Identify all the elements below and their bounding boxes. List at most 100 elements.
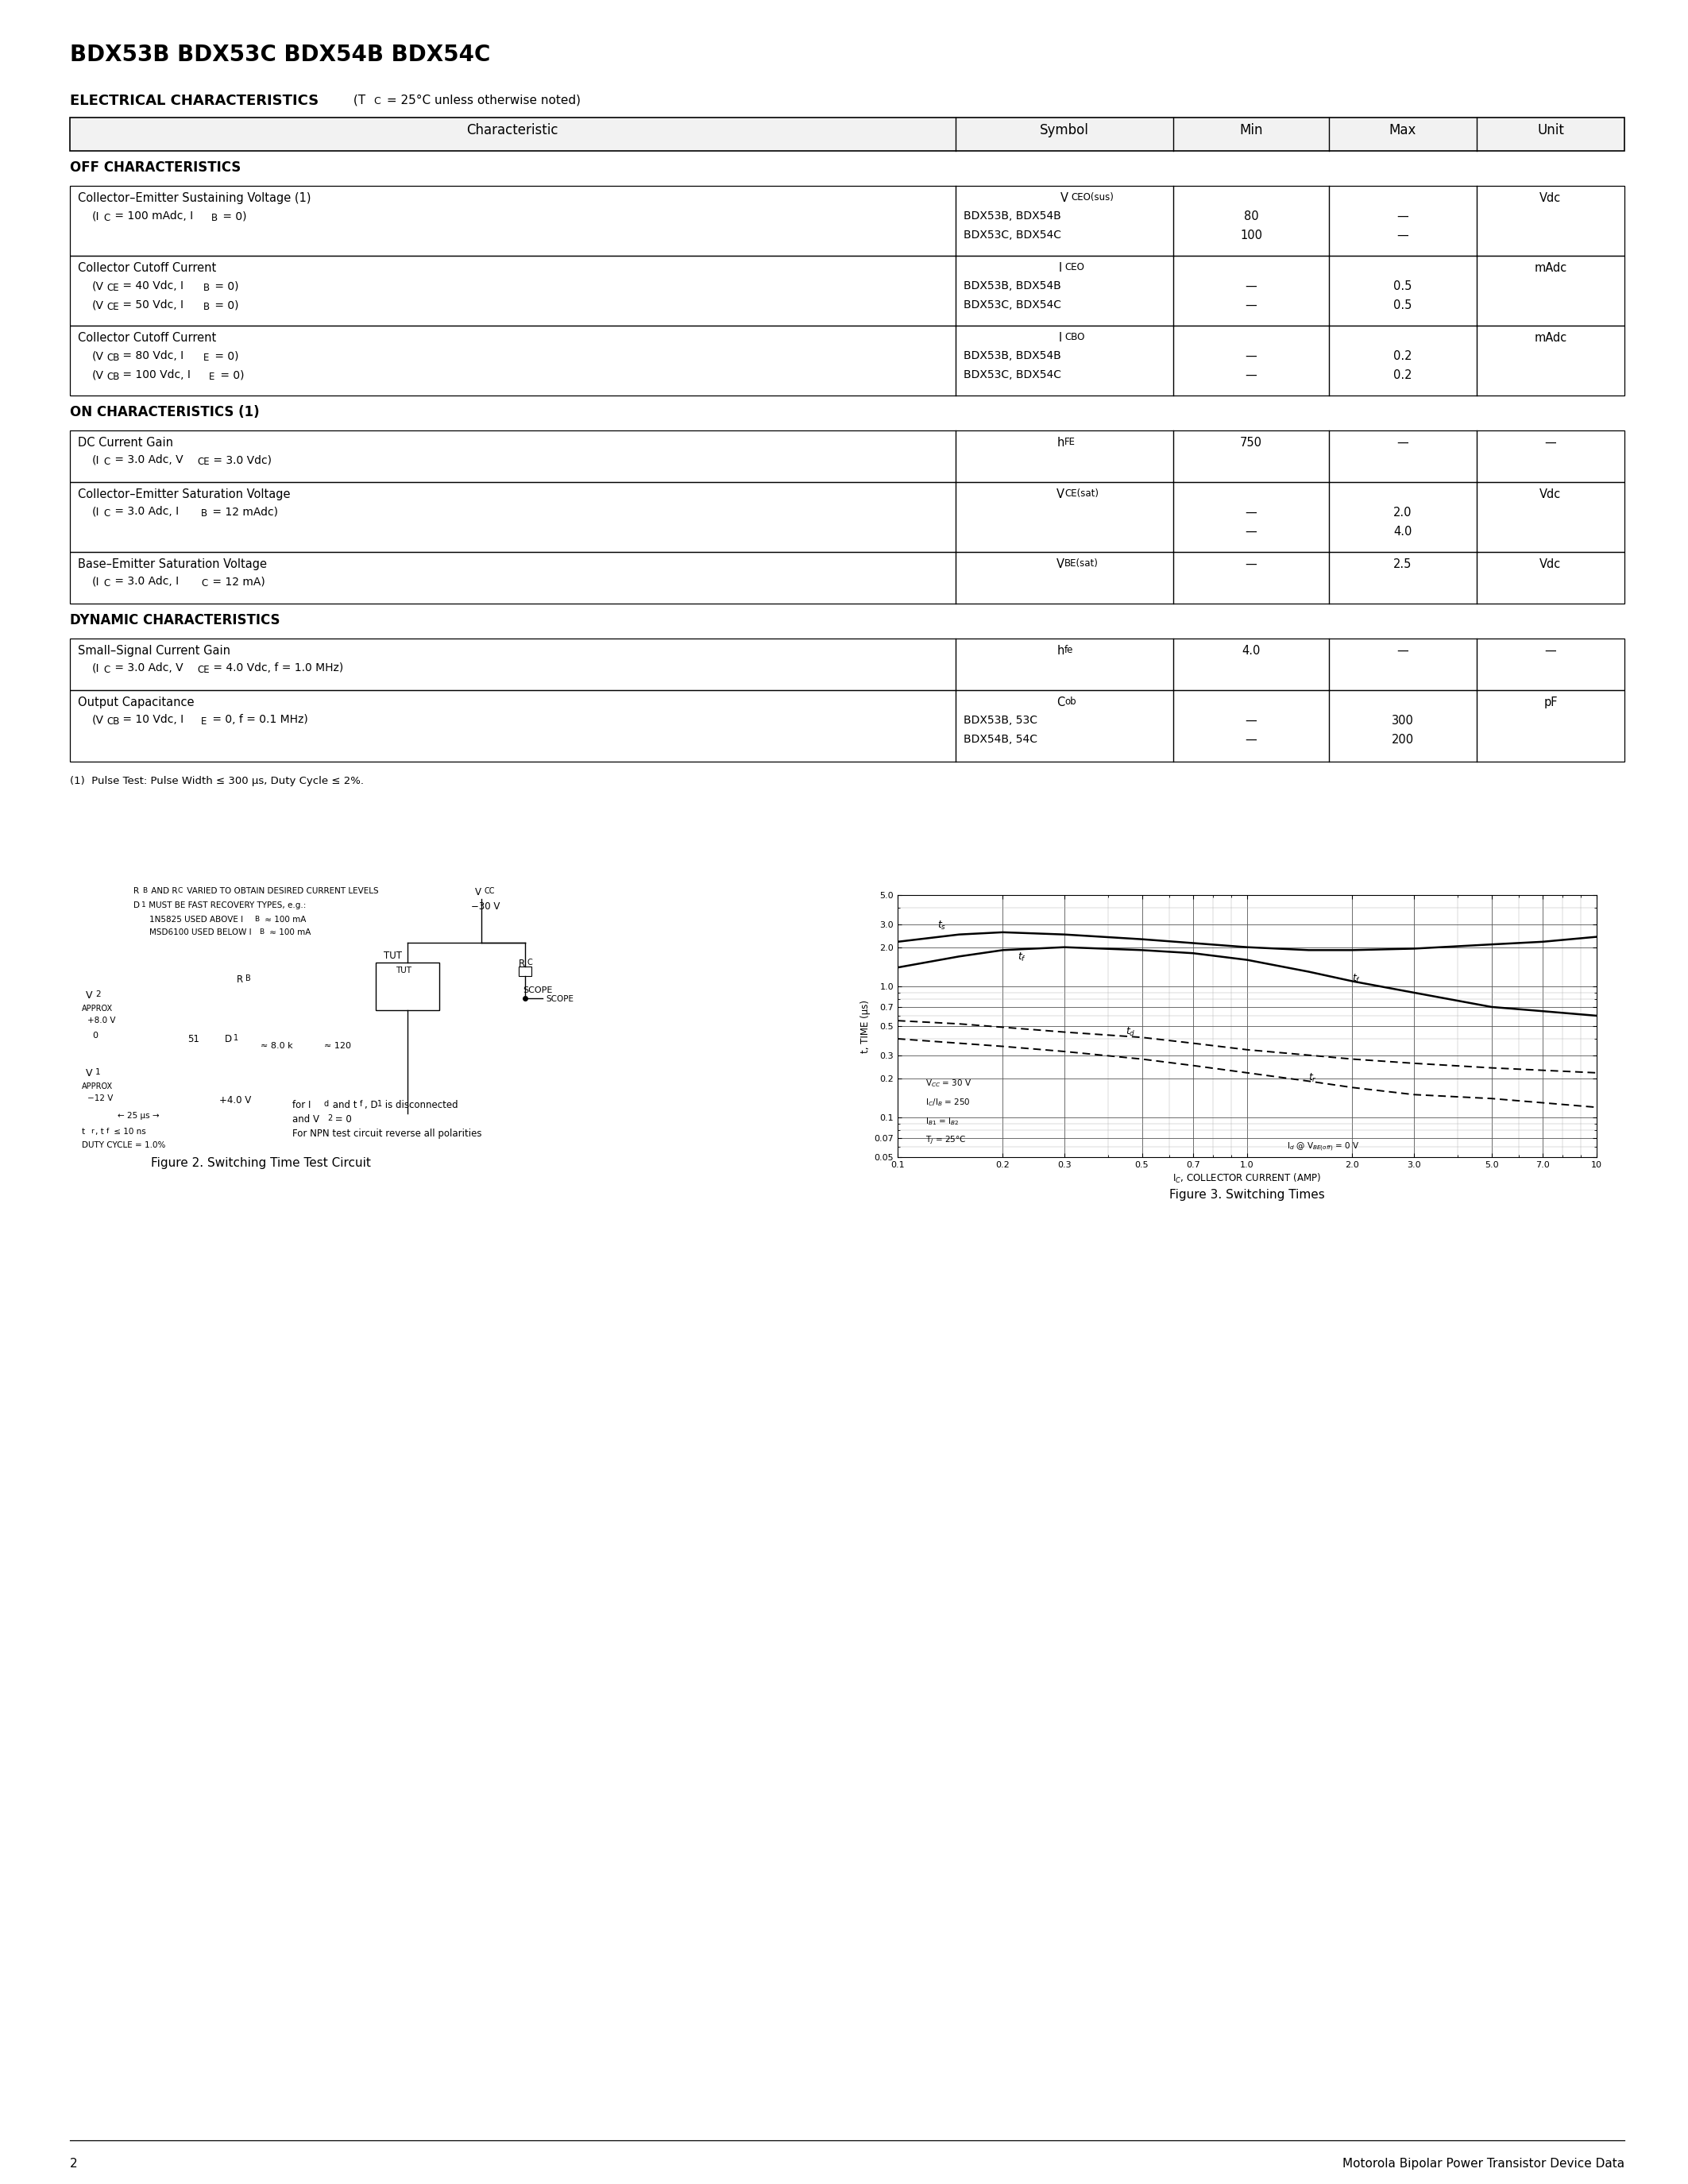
Text: (I: (I — [93, 507, 100, 518]
Text: = 0): = 0) — [219, 210, 246, 221]
Text: CEO: CEO — [1065, 262, 1084, 273]
Text: and V: and V — [292, 1114, 319, 1125]
Text: Min: Min — [1239, 122, 1263, 138]
Text: C: C — [103, 664, 110, 675]
Text: BDX53B BDX53C BDX54B BDX54C: BDX53B BDX53C BDX54B BDX54C — [69, 44, 491, 66]
Text: 0: 0 — [93, 1031, 98, 1040]
Bar — [69, 638, 1624, 690]
Text: 80: 80 — [1244, 210, 1259, 223]
Text: (V: (V — [93, 299, 105, 310]
Text: —: — — [1246, 526, 1258, 537]
Text: —: — — [1545, 644, 1556, 657]
Bar — [69, 186, 1624, 256]
Text: C: C — [103, 579, 110, 587]
Text: , D: , D — [365, 1101, 378, 1109]
Text: = 80 Vdc, I: = 80 Vdc, I — [120, 349, 184, 360]
Text: BDX53C, BDX54C: BDX53C, BDX54C — [964, 229, 1062, 240]
Text: CC: CC — [484, 887, 495, 895]
Text: CEO(sus): CEO(sus) — [1070, 192, 1114, 203]
Text: —: — — [1398, 644, 1409, 657]
Text: 51: 51 — [187, 1033, 199, 1044]
Text: (V: (V — [93, 369, 105, 380]
Text: 4.0: 4.0 — [1394, 526, 1413, 537]
Text: C: C — [103, 456, 110, 467]
Text: (I: (I — [93, 662, 100, 673]
Text: Base–Emitter Saturation Voltage: Base–Emitter Saturation Voltage — [78, 559, 267, 570]
Text: = 3.0 Adc, V: = 3.0 Adc, V — [111, 662, 184, 673]
Text: BDX54B, 54C: BDX54B, 54C — [964, 734, 1038, 745]
Text: I: I — [1058, 332, 1062, 343]
Text: , t: , t — [95, 1127, 105, 1136]
Text: C: C — [177, 887, 182, 893]
Text: DC Current Gain: DC Current Gain — [78, 437, 174, 448]
Text: T$_J$ = 25°C: T$_J$ = 25°C — [925, 1133, 966, 1147]
Text: Max: Max — [1389, 122, 1416, 138]
Text: ON CHARACTERISTICS (1): ON CHARACTERISTICS (1) — [69, 404, 260, 419]
Text: d: d — [324, 1101, 329, 1107]
Text: R: R — [518, 959, 525, 970]
Text: (I: (I — [93, 577, 100, 587]
Text: TUT: TUT — [383, 950, 402, 961]
Text: ≈ 120: ≈ 120 — [324, 1042, 351, 1051]
Text: B: B — [203, 301, 209, 312]
Text: B: B — [201, 509, 208, 518]
Text: V: V — [474, 887, 481, 898]
Text: Vdc: Vdc — [1539, 192, 1561, 203]
Text: SCOPE: SCOPE — [523, 987, 552, 994]
Text: = 100 Vdc, I: = 100 Vdc, I — [120, 369, 191, 380]
Text: 2: 2 — [95, 989, 101, 998]
Text: and t: and t — [329, 1101, 358, 1109]
Text: APPROX: APPROX — [81, 1083, 113, 1090]
Text: 1: 1 — [233, 1033, 238, 1042]
Text: (I: (I — [93, 454, 100, 465]
Text: CB: CB — [106, 352, 120, 363]
Text: —: — — [1246, 714, 1258, 727]
Text: V$_{CC}$ = 30 V: V$_{CC}$ = 30 V — [925, 1079, 972, 1090]
Text: Collector Cutoff Current: Collector Cutoff Current — [78, 262, 216, 273]
Text: = 4.0 Vdc, f = 1.0 MHz): = 4.0 Vdc, f = 1.0 MHz) — [209, 662, 343, 673]
Text: ELECTRICAL CHARACTERISTICS: ELECTRICAL CHARACTERISTICS — [69, 94, 319, 107]
Text: —: — — [1246, 280, 1258, 293]
Text: DYNAMIC CHARACTERISTICS: DYNAMIC CHARACTERISTICS — [69, 614, 280, 627]
Text: = 0: = 0 — [333, 1114, 351, 1125]
Text: Vdc: Vdc — [1539, 489, 1561, 500]
Text: t: t — [81, 1127, 84, 1136]
Text: 2.5: 2.5 — [1394, 559, 1413, 570]
Text: BDX53B, BDX54B: BDX53B, BDX54B — [964, 349, 1062, 360]
Text: (I: (I — [93, 210, 100, 221]
Bar — [69, 118, 1624, 151]
Text: C: C — [201, 579, 208, 587]
Text: B: B — [245, 974, 252, 983]
Text: E: E — [209, 371, 214, 382]
Text: 0.5: 0.5 — [1394, 280, 1413, 293]
Text: Characteristic: Characteristic — [466, 122, 559, 138]
Text: ≈ 100 mA: ≈ 100 mA — [267, 928, 311, 937]
Text: +8.0 V: +8.0 V — [88, 1016, 115, 1024]
Text: 1: 1 — [95, 1068, 101, 1077]
Text: ≤ 10 ns: ≤ 10 ns — [111, 1127, 145, 1136]
Text: I$_{B1}$ = I$_{B2}$: I$_{B1}$ = I$_{B2}$ — [925, 1116, 959, 1127]
Text: Small–Signal Current Gain: Small–Signal Current Gain — [78, 644, 230, 657]
Text: h: h — [1057, 437, 1063, 448]
Text: (1)  Pulse Test: Pulse Width ≤ 300 μs, Duty Cycle ≤ 2%.: (1) Pulse Test: Pulse Width ≤ 300 μs, Du… — [69, 775, 365, 786]
Text: Vdc: Vdc — [1539, 559, 1561, 570]
Text: AND R: AND R — [149, 887, 177, 895]
Text: C: C — [373, 96, 380, 107]
Text: 2: 2 — [69, 2158, 78, 2169]
Text: B: B — [142, 887, 147, 893]
Text: R: R — [133, 887, 138, 895]
Text: VARIED TO OBTAIN DESIRED CURRENT LEVELS: VARIED TO OBTAIN DESIRED CURRENT LEVELS — [184, 887, 378, 895]
Text: TUT: TUT — [395, 968, 412, 974]
Text: —: — — [1545, 437, 1556, 448]
Text: (V: (V — [93, 349, 105, 360]
Text: —: — — [1246, 507, 1258, 518]
Bar — [69, 430, 1624, 483]
Text: CE(sat): CE(sat) — [1065, 489, 1099, 498]
Text: 300: 300 — [1391, 714, 1415, 727]
Text: mAdc: mAdc — [1534, 332, 1566, 343]
Text: fe: fe — [1065, 644, 1074, 655]
Text: B: B — [211, 212, 218, 223]
Text: B: B — [255, 915, 258, 924]
Text: Figure 3. Switching Times: Figure 3. Switching Times — [1170, 1188, 1325, 1201]
Text: = 25°C unless otherwise noted): = 25°C unless otherwise noted) — [383, 94, 581, 105]
